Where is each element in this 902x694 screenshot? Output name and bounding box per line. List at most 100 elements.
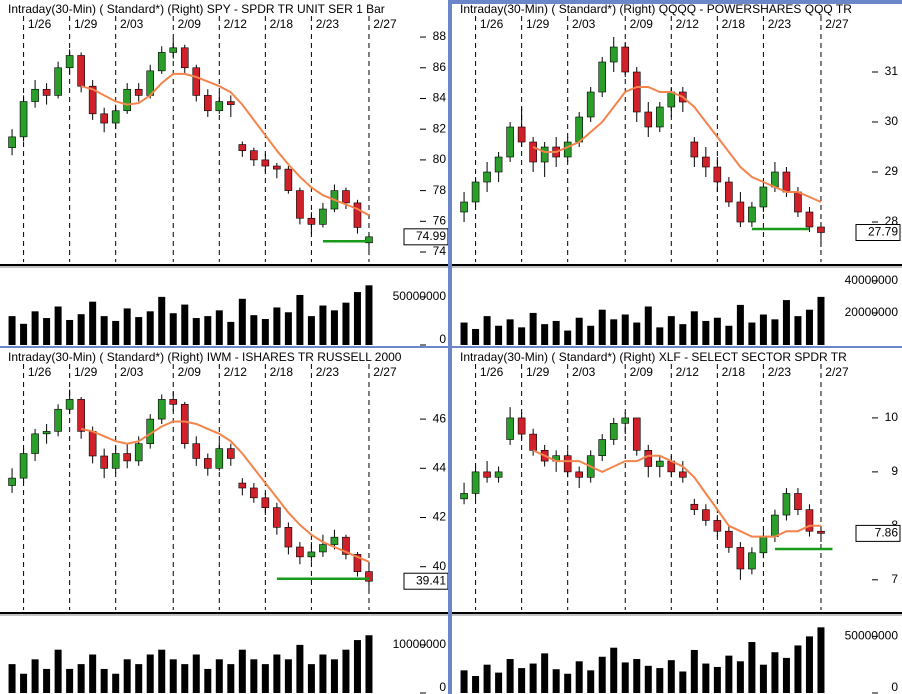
volume-tick-label: 40000000 xyxy=(845,273,899,287)
volume-bar xyxy=(587,670,595,693)
candle-body xyxy=(771,171,779,188)
volume-bar xyxy=(771,652,779,693)
volume-bar xyxy=(146,311,154,345)
candle-body xyxy=(192,443,201,459)
date-label: 2/18 xyxy=(270,17,294,31)
volume-bar xyxy=(610,647,618,693)
candle-body xyxy=(296,546,304,558)
volume-bar xyxy=(273,307,281,345)
volume-bar xyxy=(31,659,39,693)
candle-body xyxy=(483,471,491,478)
volume-bar xyxy=(250,315,258,345)
candle-body xyxy=(483,171,491,183)
y-tick-label: 40 xyxy=(433,559,447,573)
chart-title: Intraday(30-Min) ( Standard*) (Right) XL… xyxy=(460,350,847,364)
volume-tick-label: 10000000 xyxy=(393,637,447,651)
candle-body xyxy=(227,448,235,459)
candle-body xyxy=(42,88,51,96)
candle-body xyxy=(679,471,687,478)
y-tick-label: 80 xyxy=(433,152,447,166)
candle-body xyxy=(748,552,756,570)
volume-bar xyxy=(158,296,166,345)
chart: Intraday(30-Min) ( Standard*) (Right) XL… xyxy=(452,350,902,694)
volume-bar xyxy=(690,311,698,345)
volume-bar xyxy=(112,673,120,693)
candle-body xyxy=(655,460,664,467)
date-label: 1/26 xyxy=(28,17,52,31)
volume-bar xyxy=(146,654,154,693)
date-label: 2/03 xyxy=(572,17,596,31)
volume-bar xyxy=(794,316,802,345)
y-tick-label: 9 xyxy=(891,464,898,478)
volume-bar xyxy=(330,310,338,345)
candle-body xyxy=(748,206,756,223)
candle-body xyxy=(725,530,733,548)
volume-bar xyxy=(353,640,361,693)
volume-bar xyxy=(181,664,189,693)
date-label: 2/09 xyxy=(630,17,654,31)
candle-body xyxy=(702,156,710,168)
volume-bar xyxy=(748,322,756,345)
volume-bar xyxy=(158,649,166,693)
candle-body xyxy=(157,399,166,420)
volume-bar xyxy=(261,664,269,693)
candle-body xyxy=(215,101,224,112)
volume-tick-label: 0 xyxy=(891,680,898,694)
volume-bar xyxy=(66,319,74,345)
candle-body xyxy=(655,106,664,128)
candle-body xyxy=(203,458,212,469)
candle-body xyxy=(238,144,247,151)
candle-body xyxy=(307,217,316,225)
candle-body xyxy=(100,113,108,124)
candle-body xyxy=(575,471,583,478)
date-label: 2/23 xyxy=(768,365,792,379)
volume-bar xyxy=(169,659,177,693)
volume-bar xyxy=(575,317,583,345)
candle-body xyxy=(621,46,630,73)
volume-bar xyxy=(506,319,514,345)
volume-bar xyxy=(123,659,131,693)
candle-body xyxy=(506,417,514,440)
volume-bar xyxy=(725,325,733,345)
y-tick-label: 74 xyxy=(433,244,447,258)
volume-bar xyxy=(610,319,618,345)
date-label: 2/09 xyxy=(178,365,202,379)
volume-bar xyxy=(215,310,223,345)
candle-body xyxy=(203,95,212,112)
volume-bar xyxy=(782,300,790,345)
volume-bar xyxy=(100,316,108,345)
candle-body xyxy=(307,551,316,558)
candle-body xyxy=(319,544,327,553)
volume-bar xyxy=(227,321,235,345)
date-label: 2/18 xyxy=(722,17,746,31)
candle-body xyxy=(284,168,293,191)
y-tick-label: 46 xyxy=(433,411,447,425)
candle-body xyxy=(123,88,131,112)
volume-bar xyxy=(748,642,756,693)
candle-body xyxy=(353,554,362,572)
volume-bar xyxy=(227,664,235,693)
date-label: 1/29 xyxy=(526,17,550,31)
volume-bar xyxy=(736,661,744,693)
candle-body xyxy=(88,431,97,457)
candle-body xyxy=(215,448,224,469)
candle-body xyxy=(794,191,802,213)
volume-bar xyxy=(541,324,549,345)
volume-bar xyxy=(238,649,246,693)
candle-body xyxy=(725,181,733,203)
volume-bar xyxy=(794,645,802,693)
volume-bar xyxy=(296,294,304,345)
volume-bar xyxy=(342,302,350,345)
moving-average xyxy=(532,86,822,203)
volume-bar xyxy=(541,653,549,693)
volume-bar xyxy=(587,325,595,345)
volume-bar xyxy=(644,665,652,693)
volume-bar xyxy=(472,328,480,345)
candle-body xyxy=(563,141,572,158)
volume-bar xyxy=(296,644,304,693)
date-label: 2/03 xyxy=(120,17,144,31)
candle-body xyxy=(494,471,503,478)
y-tick-label: 86 xyxy=(433,60,447,74)
last-price-label: 27.79 xyxy=(868,225,898,239)
candle-body xyxy=(609,46,618,63)
